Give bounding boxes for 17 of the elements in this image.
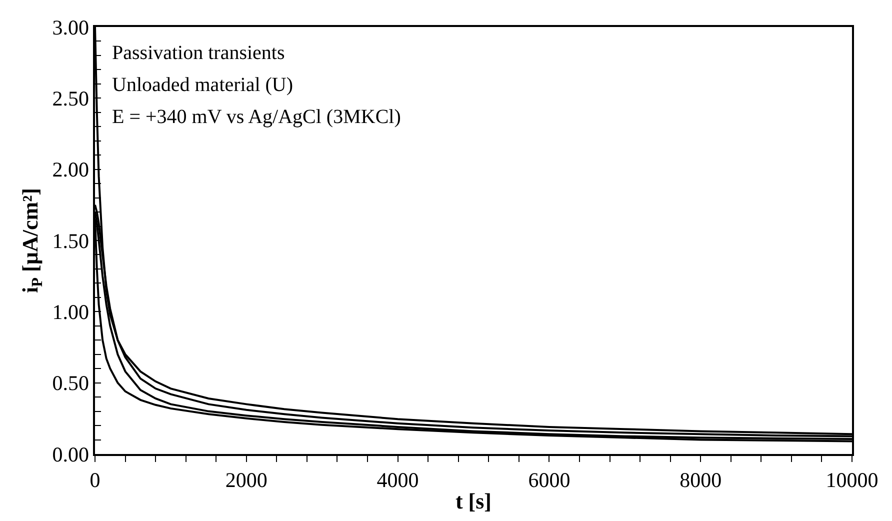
x-tick-label: 2000 (225, 468, 268, 492)
y-tick-label: 3.00 (52, 15, 90, 40)
x-tick-label: 10000 (826, 468, 878, 492)
x-tick-label: 4000 (376, 468, 419, 492)
y-tick-label: 0.00 (52, 442, 90, 466)
y-tick-label: 2.00 (52, 158, 90, 182)
x-axis-title: t [s] (455, 488, 492, 514)
x-tick-label: 8000 (680, 468, 722, 492)
y-tick-label: 2.50 (52, 86, 90, 111)
annotation: Unloaded material (U) (112, 74, 294, 96)
annotation: E = +340 mV vs Ag/AgCl (3MKCl) (112, 106, 401, 128)
y-tick-label: 1.50 (52, 228, 90, 253)
annotation: Passivation transients (112, 42, 285, 64)
x-tick-label: 0 (90, 468, 100, 492)
y-tick-label: 1.00 (52, 300, 90, 324)
x-tick-label: 6000 (528, 468, 570, 492)
y-tick-label: 0.50 (52, 371, 90, 396)
